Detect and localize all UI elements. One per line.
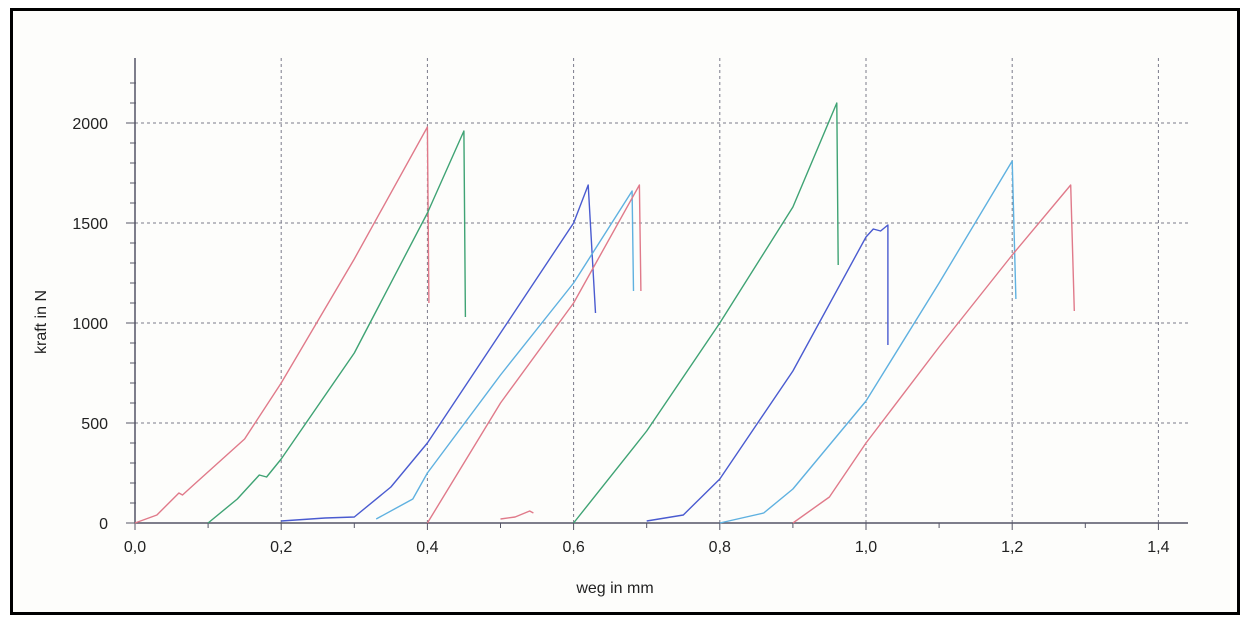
series-line-7 xyxy=(573,102,839,524)
y-tick-label: 0 xyxy=(99,516,108,533)
axes xyxy=(126,58,1188,530)
y-tick-label: 1000 xyxy=(72,316,108,333)
x-tick-label: 1,4 xyxy=(1147,539,1169,556)
x-tick-label: 1,2 xyxy=(1001,539,1023,556)
series-line-1 xyxy=(134,126,430,524)
x-tick-labels: 0,0 0,2 0,4 0,6 0,8 1,0 1,2 1,4 xyxy=(124,539,1170,556)
series-line-9 xyxy=(719,160,1017,524)
series-line-4 xyxy=(375,190,635,520)
y-tick-label: 1500 xyxy=(72,216,108,233)
x-tick-label: 0,6 xyxy=(562,539,584,556)
series-line-3 xyxy=(281,184,597,522)
x-tick-label: 0,2 xyxy=(270,539,292,556)
series-line-2 xyxy=(207,130,467,524)
series-lines xyxy=(134,102,1075,524)
y-tick-label: 500 xyxy=(81,416,108,433)
series-line-5 xyxy=(426,184,642,524)
series-line-8 xyxy=(646,224,889,522)
series-line-10 xyxy=(792,184,1075,524)
y-tick-label: 2000 xyxy=(72,116,108,133)
x-axis-label: weg in mm xyxy=(575,580,653,597)
x-tick-label: 1,0 xyxy=(855,539,877,556)
y-tick-labels: 0 500 1000 1500 2000 xyxy=(72,116,108,533)
x-tick-label: 0,4 xyxy=(416,539,438,556)
grid xyxy=(135,58,1188,523)
series-line-6 xyxy=(500,510,534,520)
x-tick-label: 0,0 xyxy=(124,539,146,556)
x-tick-label: 0,8 xyxy=(709,539,731,556)
chart-frame xyxy=(10,8,1240,615)
y-axis-label: kraft in N xyxy=(33,290,50,354)
